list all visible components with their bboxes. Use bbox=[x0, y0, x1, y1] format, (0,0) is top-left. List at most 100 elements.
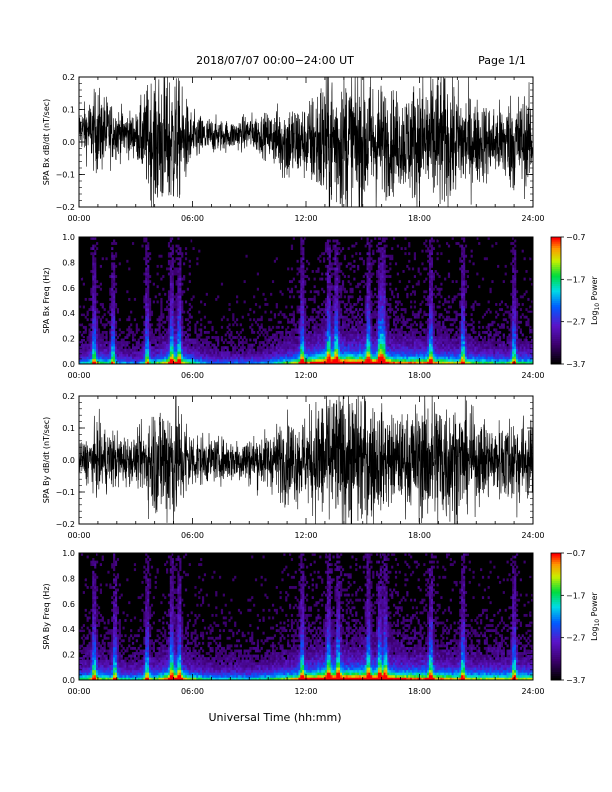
heatmap-cell bbox=[177, 303, 180, 306]
heatmap-cell bbox=[425, 313, 428, 317]
heatmap-cell bbox=[370, 351, 373, 355]
heatmap-cell bbox=[423, 358, 426, 362]
heatmap-cell bbox=[111, 280, 114, 284]
heatmap-cell bbox=[111, 292, 114, 296]
heatmap-cell bbox=[389, 346, 392, 350]
heatmap-cell bbox=[128, 341, 131, 344]
heatmap-cell bbox=[366, 257, 369, 261]
heatmap-cell bbox=[253, 330, 256, 334]
heatmap-cell bbox=[498, 338, 502, 342]
heatmap-cell bbox=[245, 341, 248, 344]
heatmap-cell bbox=[315, 320, 318, 324]
heatmap-cell bbox=[97, 336, 101, 339]
heatmap-cell bbox=[300, 320, 303, 324]
heatmap-cell bbox=[317, 358, 320, 362]
heatmap-cell bbox=[116, 361, 120, 365]
heatmap-cell bbox=[133, 318, 137, 322]
heatmap-cell bbox=[410, 328, 413, 332]
heatmap-cell bbox=[141, 358, 144, 362]
heatmap-cell bbox=[148, 341, 152, 344]
heatmap-cell bbox=[358, 343, 362, 347]
heatmap-cell bbox=[258, 318, 261, 322]
heatmap-cell bbox=[256, 330, 260, 334]
heatmap-cell bbox=[487, 237, 490, 240]
heatmap-cell bbox=[430, 325, 434, 329]
heatmap-cell bbox=[366, 267, 369, 271]
heatmap-cell bbox=[107, 351, 110, 355]
heatmap-cell bbox=[247, 356, 250, 360]
heatmap-cell bbox=[413, 338, 417, 342]
heatmap-cell bbox=[370, 280, 373, 284]
heatmap-cell bbox=[166, 336, 169, 339]
heatmap-cell bbox=[375, 320, 379, 324]
heatmap-cell bbox=[445, 343, 449, 347]
heatmap-cell bbox=[92, 280, 95, 284]
heatmap-cell bbox=[436, 351, 439, 355]
heatmap-cell bbox=[294, 351, 297, 355]
heatmap-cell bbox=[109, 341, 112, 344]
heatmap-cell bbox=[470, 323, 473, 327]
heatmap-cell bbox=[302, 325, 305, 329]
heatmap-cell bbox=[281, 313, 284, 317]
heatmap-cell bbox=[430, 300, 434, 304]
heatmap-cell bbox=[183, 343, 186, 347]
heatmap-cell bbox=[302, 257, 305, 261]
heatmap-cell bbox=[341, 351, 345, 355]
heatmap-cell bbox=[411, 358, 415, 362]
heatmap-cell bbox=[317, 348, 320, 352]
y-tick-label: −0.2 bbox=[56, 203, 75, 212]
heatmap-cell bbox=[300, 356, 303, 360]
heatmap-cell bbox=[143, 257, 146, 261]
heatmap-cell bbox=[447, 336, 451, 339]
heatmap-cell bbox=[130, 361, 133, 365]
heatmap-cell bbox=[209, 346, 212, 350]
heatmap-cell bbox=[298, 333, 301, 337]
heatmap-cell bbox=[497, 338, 500, 342]
heatmap-cell bbox=[137, 328, 140, 332]
heatmap-cell bbox=[101, 353, 104, 357]
heatmap-cell bbox=[260, 330, 263, 334]
heatmap-cell bbox=[358, 336, 362, 339]
heatmap-cell bbox=[271, 361, 275, 365]
heatmap-cell bbox=[188, 313, 191, 317]
heatmap-cell bbox=[366, 320, 369, 324]
heatmap-cell bbox=[131, 338, 135, 342]
heatmap-cell bbox=[387, 356, 390, 360]
heatmap-cell bbox=[500, 358, 504, 362]
heatmap-cell bbox=[504, 318, 507, 322]
heatmap-cell bbox=[169, 252, 172, 256]
heatmap-cell bbox=[341, 280, 345, 284]
heatmap-cell bbox=[186, 346, 190, 350]
heatmap-cell bbox=[152, 358, 155, 362]
heatmap-cell bbox=[181, 346, 184, 350]
heatmap-cell bbox=[190, 348, 193, 352]
heatmap-cell bbox=[124, 356, 127, 360]
heatmap-cell bbox=[362, 341, 365, 344]
heatmap-cell bbox=[430, 287, 434, 291]
heatmap-cell bbox=[319, 330, 322, 334]
heatmap-cell bbox=[351, 341, 354, 344]
heatmap-cell bbox=[260, 315, 263, 319]
heatmap-cell bbox=[485, 257, 488, 261]
heatmap-cell bbox=[86, 313, 89, 317]
heatmap-cell bbox=[175, 333, 178, 337]
heatmap-cell bbox=[340, 295, 343, 299]
heatmap-cell bbox=[169, 328, 172, 332]
heatmap-cell bbox=[374, 361, 377, 365]
heatmap-cell bbox=[364, 300, 367, 304]
heatmap-cell bbox=[440, 330, 443, 334]
heatmap-cell bbox=[92, 346, 95, 350]
heatmap-cell bbox=[145, 320, 148, 324]
heatmap-cell bbox=[358, 315, 362, 319]
heatmap-cell bbox=[368, 282, 371, 286]
heatmap-cell bbox=[428, 338, 432, 342]
heatmap-cell bbox=[455, 280, 458, 284]
heatmap-cell bbox=[147, 295, 150, 299]
heatmap-cell bbox=[410, 358, 413, 362]
heatmap-cell bbox=[364, 346, 367, 350]
heatmap-cell bbox=[353, 338, 356, 342]
heatmap-cell bbox=[88, 297, 91, 301]
heatmap-cell bbox=[92, 262, 95, 266]
heatmap-cell bbox=[323, 259, 326, 263]
heatmap-cell bbox=[287, 358, 290, 362]
